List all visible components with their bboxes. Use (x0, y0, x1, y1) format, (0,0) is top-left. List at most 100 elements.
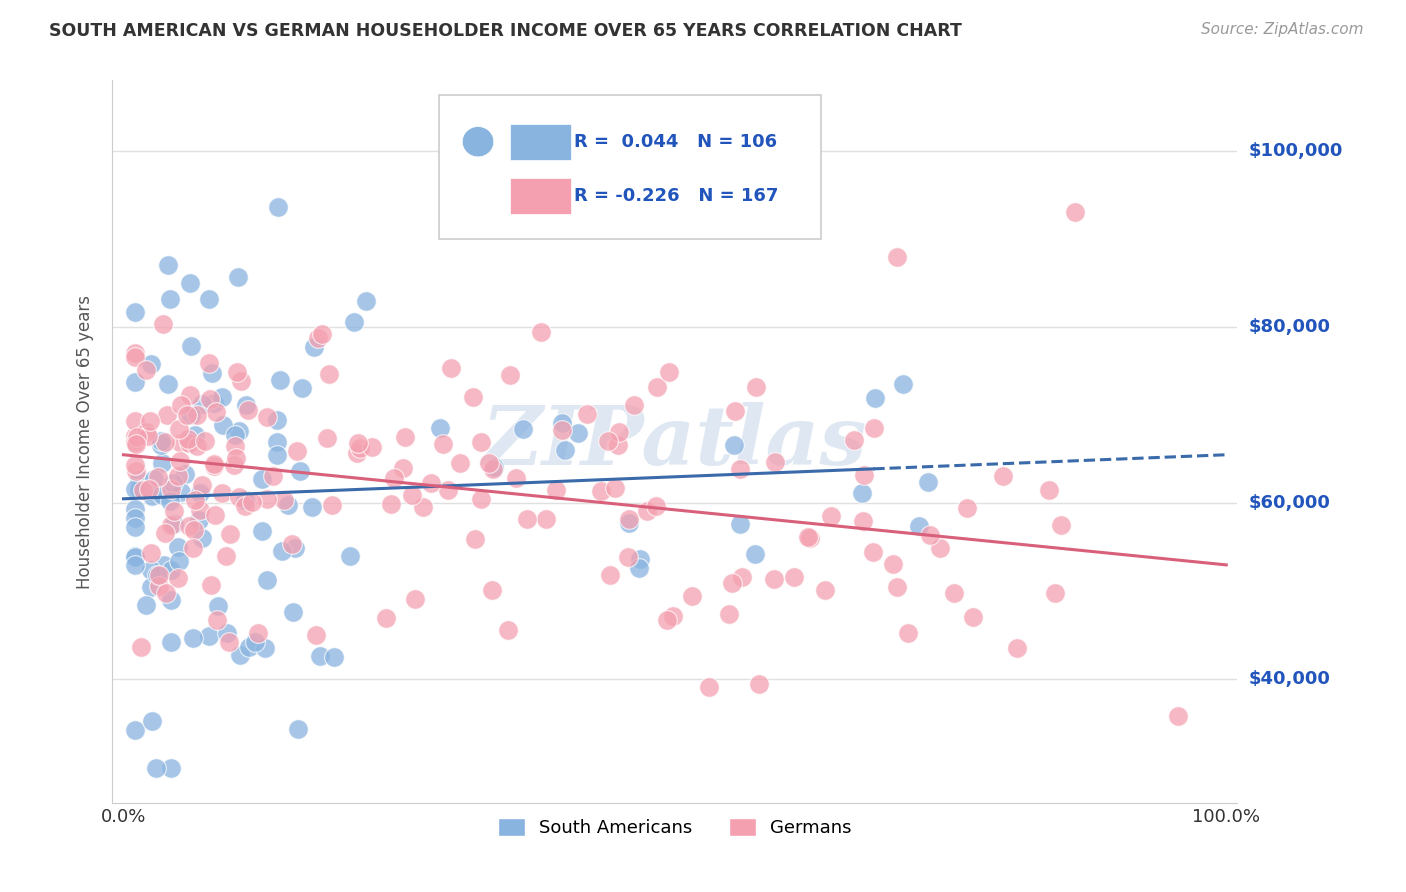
Point (886, 580, 908, 594)
Point (636, 504, 658, 518)
Point (496, 623, 519, 637)
Point (723, 438, 745, 452)
Point (253, 641, 276, 656)
Point (125, 436, 148, 450)
Point (346, 446, 368, 460)
Point (228, 490, 250, 504)
Point (852, 514, 875, 528)
Point (247, 625, 270, 640)
Point (619, 512, 641, 526)
Point (499, 368, 522, 382)
Point (505, 471, 527, 485)
Point (159, 634, 181, 648)
Point (1064, 205, 1087, 219)
Point (124, 345, 146, 359)
Point (432, 437, 454, 451)
Point (551, 417, 574, 431)
Point (191, 396, 214, 410)
Point (288, 464, 311, 478)
Point (347, 436, 370, 450)
Point (141, 489, 163, 503)
Point (813, 582, 835, 597)
Point (167, 554, 190, 568)
Point (412, 500, 434, 514)
FancyBboxPatch shape (439, 95, 821, 239)
Point (125, 429, 148, 443)
Point (235, 398, 257, 412)
Point (1038, 483, 1060, 497)
Point (1005, 641, 1028, 656)
Point (228, 424, 250, 438)
Point (645, 380, 668, 394)
Point (169, 485, 191, 500)
Point (820, 509, 842, 524)
Point (307, 331, 329, 345)
Point (628, 551, 651, 566)
Point (198, 292, 221, 306)
Point (124, 376, 146, 390)
Point (697, 680, 720, 694)
Point (429, 420, 451, 434)
Point (150, 487, 173, 501)
Point (179, 388, 201, 402)
Point (516, 512, 538, 526)
Text: $60,000: $60,000 (1249, 494, 1330, 512)
Point (478, 456, 501, 470)
Text: R =  0.044   N = 106: R = 0.044 N = 106 (574, 133, 776, 151)
Point (157, 377, 180, 392)
Point (281, 536, 304, 550)
Point (205, 613, 228, 627)
Point (623, 398, 645, 412)
Point (124, 414, 146, 428)
Point (188, 512, 211, 526)
Point (166, 469, 188, 483)
Point (308, 648, 330, 663)
Point (183, 541, 205, 555)
Text: SOUTH AMERICAN VS GERMAN HOUSEHOLDER INCOME OVER 65 YEARS CORRELATION CHART: SOUTH AMERICAN VS GERMAN HOUSEHOLDER INC… (49, 22, 962, 40)
Point (177, 432, 200, 446)
Point (745, 380, 768, 394)
Point (305, 628, 328, 642)
Point (907, 518, 929, 533)
FancyBboxPatch shape (509, 124, 571, 160)
Point (200, 578, 222, 592)
Point (124, 428, 146, 442)
Text: $100,000: $100,000 (1249, 142, 1343, 160)
Point (658, 365, 681, 379)
Point (536, 512, 558, 526)
Point (186, 409, 208, 423)
Point (301, 500, 323, 515)
Point (449, 456, 471, 470)
Point (321, 499, 343, 513)
Point (155, 585, 177, 599)
Point (124, 519, 146, 533)
Point (470, 491, 492, 506)
Point (141, 357, 163, 371)
Point (250, 471, 273, 485)
Point (349, 442, 371, 456)
Point (720, 576, 742, 591)
Point (375, 611, 398, 625)
Point (218, 526, 240, 541)
Point (546, 483, 568, 497)
Point (551, 423, 574, 437)
Point (302, 340, 325, 354)
Point (131, 640, 153, 654)
Text: ZIPatlas: ZIPatlas (482, 401, 868, 482)
Point (188, 486, 211, 500)
Point (135, 363, 157, 377)
Point (211, 417, 233, 432)
Text: R = -0.226   N = 167: R = -0.226 N = 167 (574, 187, 778, 205)
Point (728, 461, 751, 475)
Point (139, 414, 162, 428)
Point (135, 425, 157, 439)
Point (170, 436, 193, 450)
Point (882, 558, 904, 572)
Text: $40,000: $40,000 (1249, 671, 1330, 689)
Point (202, 396, 225, 410)
Point (141, 714, 163, 729)
Point (681, 589, 703, 603)
Point (124, 501, 146, 516)
Point (215, 549, 238, 564)
Point (266, 434, 288, 449)
